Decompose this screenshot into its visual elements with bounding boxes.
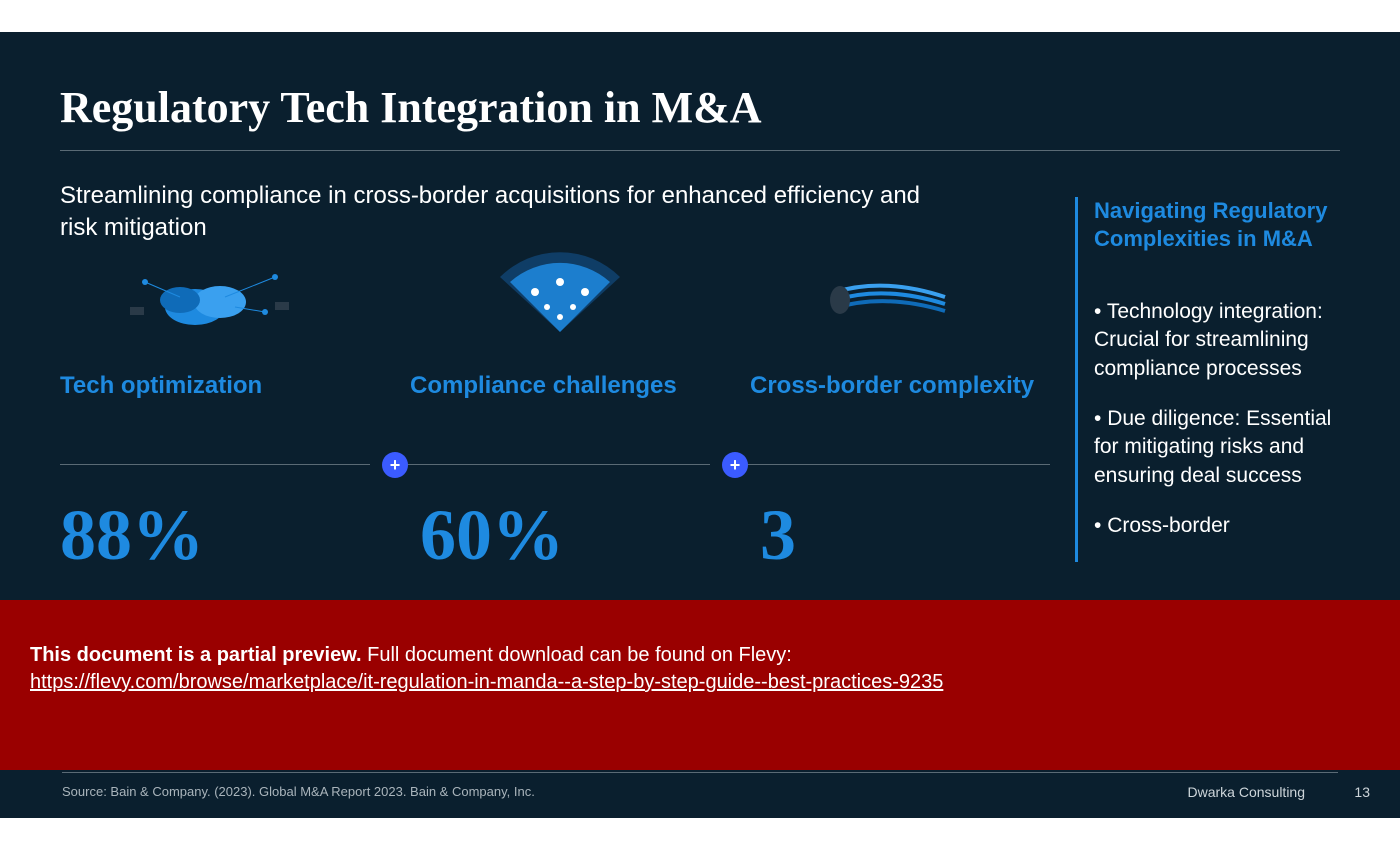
banner-bold: This document is a partial preview. (30, 644, 362, 666)
footer-divider (62, 772, 1338, 773)
banner-link[interactable]: https://flevy.com/browse/marketplace/it-… (30, 671, 943, 694)
footer-page-number: 13 (1354, 784, 1370, 800)
cloud-network-icon (125, 252, 295, 342)
sidebar-list: • Technology integration: Crucial for st… (1094, 298, 1355, 540)
bullet: • (1094, 514, 1101, 537)
slide-title: Regulatory Tech Integration in M&A (60, 82, 762, 133)
stat-cross-border-complexity: 3 (760, 494, 796, 577)
divider-segment (400, 464, 710, 465)
icon-compliance-challenges (410, 252, 710, 347)
stat-divider-row (60, 464, 1050, 466)
plus-icon: + (722, 452, 748, 478)
stat-compliance-challenges: 60% (420, 494, 564, 577)
sidebar-title: Navigating Regulatory Complexities in M&… (1094, 197, 1355, 252)
compliance-fan-icon (475, 252, 645, 342)
sidebar-item-text: Technology integration: Crucial for stre… (1094, 300, 1323, 380)
sidebar-item: • Technology integration: Crucial for st… (1094, 298, 1355, 383)
sidebar-item: • Cross-border (1094, 512, 1355, 540)
icon-tech-optimization (60, 252, 360, 347)
label-compliance-challenges: Compliance challenges (410, 372, 677, 400)
bullet: • (1094, 300, 1101, 323)
sidebar: Navigating Regulatory Complexities in M&… (1075, 197, 1355, 562)
label-tech-optimization: Tech optimization (60, 372, 262, 400)
label-cross-border-complexity: Cross-border complexity (750, 372, 1034, 400)
divider-segment (60, 464, 370, 465)
preview-banner: This document is a partial preview. Full… (0, 600, 1400, 770)
sidebar-item-text: Due diligence: Essential for mitigating … (1094, 407, 1331, 487)
icon-row (60, 252, 1050, 372)
sidebar-item: • Due diligence: Essential for mitigatin… (1094, 405, 1355, 490)
sidebar-item-text: Cross-border (1107, 514, 1230, 537)
footer-source: Source: Bain & Company. (2023). Global M… (62, 784, 535, 799)
fiber-stream-icon (825, 252, 995, 342)
title-divider (60, 150, 1340, 151)
footer-brand: Dwarka Consulting (1188, 784, 1306, 800)
icon-cross-border-complexity (760, 252, 1060, 347)
plus-icon: + (382, 452, 408, 478)
stat-tech-optimization: 88% (60, 494, 204, 577)
slide: Regulatory Tech Integration in M&A Strea… (0, 32, 1400, 818)
divider-segment (740, 464, 1050, 465)
banner-text: This document is a partial preview. Full… (30, 644, 1370, 667)
slide-subtitle: Streamlining compliance in cross-border … (60, 180, 960, 245)
bullet: • (1094, 407, 1101, 430)
banner-rest: Full document download can be found on F… (362, 644, 792, 666)
